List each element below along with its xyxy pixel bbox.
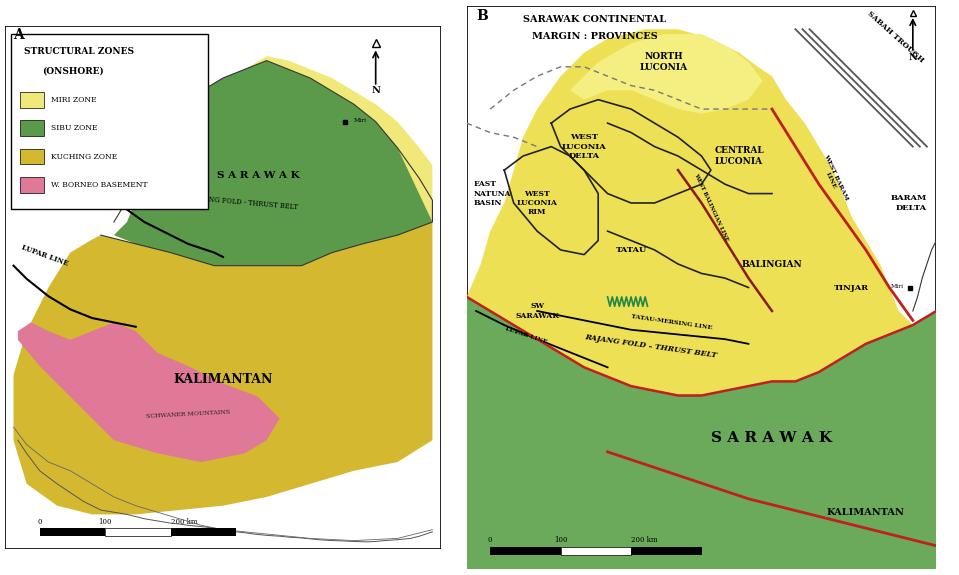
Polygon shape bbox=[245, 56, 433, 222]
Polygon shape bbox=[13, 222, 433, 515]
Text: LUPAR LINE: LUPAR LINE bbox=[504, 327, 548, 345]
Polygon shape bbox=[18, 323, 280, 462]
Text: RAJANG FOLD – THRUST BELT: RAJANG FOLD – THRUST BELT bbox=[584, 334, 717, 360]
Text: KALIMANTAN: KALIMANTAN bbox=[174, 374, 272, 386]
Bar bbox=[12, 34, 208, 209]
Text: 0: 0 bbox=[37, 518, 42, 526]
Bar bbox=[20, 149, 44, 164]
Text: SIBU ZONE: SIBU ZONE bbox=[51, 124, 97, 132]
Bar bbox=[20, 177, 44, 193]
Text: A: A bbox=[13, 28, 24, 42]
Text: Miri: Miri bbox=[890, 283, 903, 289]
Text: WEST BARAM
LINE: WEST BARAM LINE bbox=[817, 154, 849, 204]
Text: STRUCTURAL ZONES: STRUCTURAL ZONES bbox=[24, 47, 134, 56]
Bar bbox=[171, 528, 236, 536]
Bar bbox=[20, 120, 44, 136]
Text: KUCHING ZONE: KUCHING ZONE bbox=[51, 152, 117, 160]
Text: 200 km: 200 km bbox=[631, 536, 658, 544]
Text: N: N bbox=[371, 86, 380, 95]
Text: S A R A W A K: S A R A W A K bbox=[217, 171, 299, 181]
Polygon shape bbox=[467, 297, 936, 569]
Text: W. BORNEO BASEMENT: W. BORNEO BASEMENT bbox=[51, 181, 148, 189]
Text: SCHWANER MOUNTAINS: SCHWANER MOUNTAINS bbox=[146, 410, 230, 419]
Text: EAST
NATUNA
BASIN: EAST NATUNA BASIN bbox=[474, 181, 511, 207]
Text: KALIMANTAN: KALIMANTAN bbox=[827, 508, 904, 518]
Text: WEST BALINGIAN LINE: WEST BALINGIAN LINE bbox=[693, 172, 729, 242]
Text: NORTH
LUCONIA: NORTH LUCONIA bbox=[640, 52, 688, 72]
Text: (ONSHORE): (ONSHORE) bbox=[42, 67, 104, 76]
Bar bbox=[20, 92, 44, 108]
Polygon shape bbox=[467, 6, 936, 569]
Text: 200 km: 200 km bbox=[171, 518, 198, 526]
Text: WEST
LUCONIA
RIM: WEST LUCONIA RIM bbox=[517, 190, 557, 216]
Text: LUPAR LINE: LUPAR LINE bbox=[20, 243, 69, 268]
Text: N: N bbox=[908, 53, 917, 62]
Bar bbox=[105, 528, 171, 536]
Text: 100: 100 bbox=[99, 518, 112, 526]
Text: BARAM
DELTA: BARAM DELTA bbox=[891, 194, 927, 212]
Text: SABAH TROUGH: SABAH TROUGH bbox=[866, 9, 925, 64]
Text: 100: 100 bbox=[554, 536, 568, 544]
Polygon shape bbox=[570, 34, 762, 114]
Text: TATAU-MERSING LINE: TATAU-MERSING LINE bbox=[87, 145, 164, 184]
Text: Miri: Miri bbox=[354, 118, 367, 122]
Text: B: B bbox=[476, 9, 488, 23]
Text: BALINGIAN: BALINGIAN bbox=[741, 259, 803, 269]
Bar bbox=[39, 528, 105, 536]
Text: RAJANG FOLD - THRUST BELT: RAJANG FOLD - THRUST BELT bbox=[191, 194, 298, 211]
Text: TINJAR: TINJAR bbox=[834, 283, 870, 292]
Polygon shape bbox=[5, 26, 441, 549]
Text: TATAU: TATAU bbox=[616, 246, 646, 254]
Text: CENTRAL
LUCONIA: CENTRAL LUCONIA bbox=[714, 146, 764, 166]
Text: WEST
LUCONIA
DELTA: WEST LUCONIA DELTA bbox=[562, 133, 606, 160]
Polygon shape bbox=[114, 60, 433, 266]
Polygon shape bbox=[467, 29, 913, 396]
Text: SW
SARAWAK: SW SARAWAK bbox=[515, 302, 559, 320]
Bar bbox=[490, 547, 561, 555]
Text: S A R A W A K: S A R A W A K bbox=[712, 431, 832, 445]
Text: 0: 0 bbox=[488, 536, 492, 544]
Text: TATAU-MERSING LINE: TATAU-MERSING LINE bbox=[631, 315, 713, 331]
Text: MIRI ZONE: MIRI ZONE bbox=[51, 96, 96, 104]
Text: MARGIN : PROVINCES: MARGIN : PROVINCES bbox=[532, 32, 658, 41]
Text: SARAWAK CONTINENTAL: SARAWAK CONTINENTAL bbox=[523, 15, 667, 24]
Bar bbox=[631, 547, 702, 555]
Bar bbox=[561, 547, 631, 555]
